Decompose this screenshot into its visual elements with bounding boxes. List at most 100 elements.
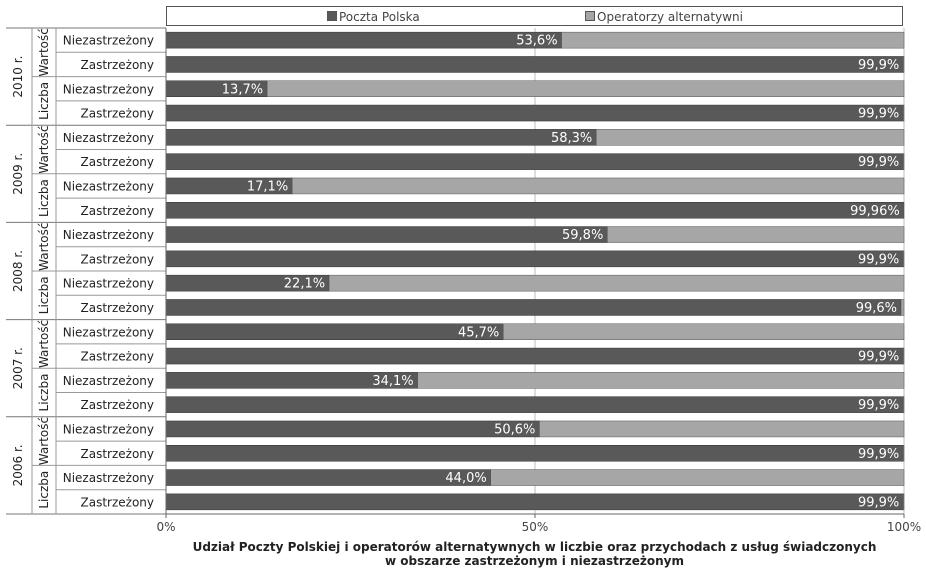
row-label: Niezastrzeżony [63,471,154,485]
bar-poczta-polska [165,299,902,316]
bar-value-label: 99,9% [858,107,899,122]
bar-operatorzy [417,372,905,389]
row-label: Niezastrzeżony [63,131,154,145]
subgroup-label: Wartość [37,125,51,173]
row-label: Zastrzeżony [81,495,155,509]
bar-value-label: 99,6% [856,301,897,316]
subgroup-label: Wartość [37,417,51,465]
bar-operatorzy [539,420,905,438]
legend-swatch-operatorzy [585,11,595,21]
row-label: Zastrzeżony [81,107,155,121]
subgroup-label: Wartość [37,320,51,368]
bar-poczta-polska [165,469,491,486]
row-label: Niezastrzeżony [63,82,154,96]
bar-poczta-polska [165,493,904,511]
subgroup-label: Liczba [37,374,51,412]
row-label: Niezastrzeżony [63,325,154,339]
legend-item-poczta-polska: Poczta Polska [327,10,420,24]
row-label: Niezastrzeżony [63,179,154,193]
bar-operatorzy [903,56,905,73]
bar-operatorzy [503,323,905,340]
bar-poczta-polska [165,250,904,268]
x-tick-label: 50% [522,520,549,534]
chart-legend: Poczta Polska Operatorzy alternatywni [166,6,903,26]
bar-operatorzy [266,80,905,97]
x-tick-label: 0% [156,520,175,534]
bar-poczta-polska [165,226,608,243]
bar-operatorzy [328,274,905,292]
bar-poczta-polska [165,396,904,413]
year-label: 2006 r. [11,444,25,486]
bar-operatorzy [903,250,905,268]
bar-value-label: 99,9% [858,350,899,365]
bar-poczta-polska [165,445,904,462]
legend-label-poczta-polska: Poczta Polska [339,10,420,24]
year-label: 2007 r. [11,347,25,389]
subgroup-label: Liczba [37,471,51,509]
bar-value-label: 34,1% [372,374,413,389]
row-label: Zastrzeżony [81,301,155,315]
bar-operatorzy [900,299,905,316]
bar-operatorzy [291,177,905,195]
bar-operatorzy [903,347,905,365]
row-label: Zastrzeżony [81,204,155,218]
row-label: Zastrzeżony [81,155,155,169]
bar-value-label: 13,7% [222,82,263,97]
year-label: 2009 r. [11,153,25,195]
bar-operatorzy [903,396,905,413]
bar-poczta-polska [165,56,904,73]
bar-value-label: 22,1% [284,277,325,292]
x-tick-label: 100% [887,520,921,534]
bar-operatorzy [596,129,905,146]
bar-poczta-polska [165,202,904,219]
bar-poczta-polska [165,129,597,146]
row-label: Zastrzeżony [81,252,155,266]
bar-value-label: 99,9% [858,398,899,413]
row-label: Niezastrzeżony [63,277,154,291]
bar-poczta-polska [165,420,540,438]
bar-value-label: 99,9% [858,495,899,510]
x-axis-title-line-2: w obszarze zastrzeżonym i niezastrzeżony… [384,554,684,568]
bar-value-label: 99,9% [858,155,899,170]
legend-swatch-poczta-polska [327,11,337,21]
subgroup-label: Wartość [37,223,51,271]
bar-poczta-polska [165,104,904,122]
row-label: Zastrzeżony [81,447,155,461]
subgroup-label: Liczba [37,82,51,120]
bar-poczta-polska [165,31,562,49]
x-axis-title: Udział Poczty Polskiej i operatorów alte… [166,540,903,568]
bar-operatorzy [903,153,905,170]
bar-operatorzy [561,31,905,49]
bar-value-label: 99,9% [858,447,899,462]
row-label: Zastrzeżony [81,350,155,364]
bar-operatorzy [903,493,905,511]
bar-poczta-polska [165,347,904,365]
bar-value-label: 17,1% [247,179,288,194]
row-label: Niezastrzeżony [63,34,154,48]
legend-item-operatorzy: Operatorzy alternatywni [585,10,743,24]
bar-value-label: 50,6% [494,422,535,437]
legend-label-operatorzy: Operatorzy alternatywni [597,10,743,24]
x-axis-title-line-1: Udział Poczty Polskiej i operatorów alte… [192,540,877,554]
bar-value-label: 59,8% [562,228,603,243]
bar-operatorzy [903,445,905,462]
subgroup-label: Liczba [37,179,51,217]
row-label: Niezastrzeżony [63,422,154,436]
bar-value-label: 44,0% [445,471,486,486]
year-label: 2008 r. [11,250,25,292]
row-label: Niezastrzeżony [63,228,154,242]
subgroup-label: Liczba [37,276,51,314]
row-label: Zastrzeżony [81,58,155,72]
bar-value-label: 99,9% [858,252,899,267]
bar-value-label: 99,96% [850,204,900,219]
bar-operatorzy [903,104,905,122]
bar-value-label: 99,9% [858,58,899,73]
bar-value-label: 53,6% [516,34,557,49]
year-label: 2010 r. [11,56,25,98]
subgroup-label: Wartość [37,28,51,76]
bar-value-label: 58,3% [551,131,592,146]
bar-poczta-polska [165,153,904,170]
bar-value-label: 45,7% [458,325,499,340]
